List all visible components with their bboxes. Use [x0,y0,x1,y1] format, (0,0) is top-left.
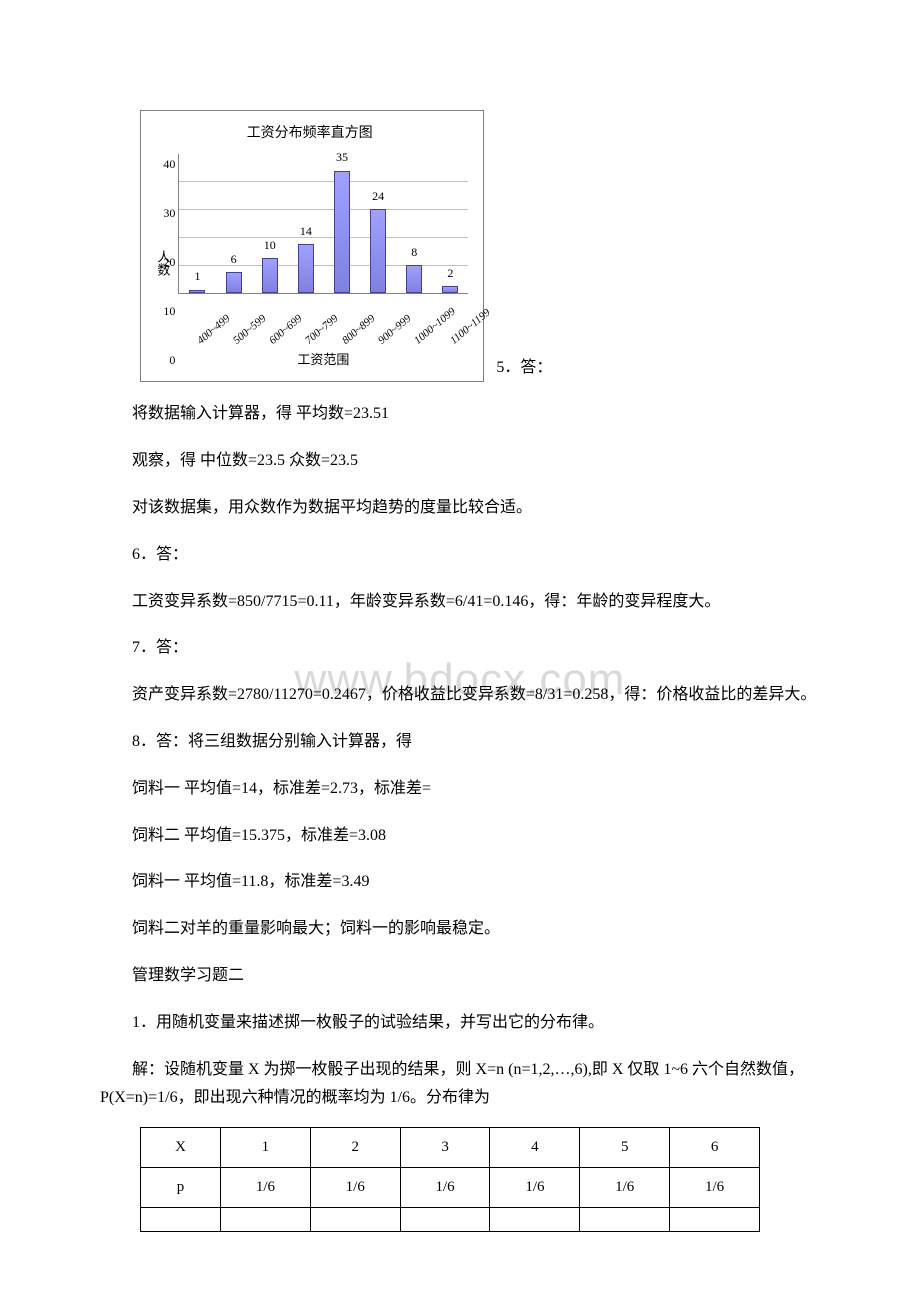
table-cell: 2 [310,1128,400,1168]
bar-group: 24 [363,186,393,294]
bar [406,265,422,293]
y-tick: 0 [153,350,175,372]
paragraph: 将数据输入计算器，得 平均数=23.51 [100,400,820,429]
paragraph: 饲料一 平均值=11.8，标准差=3.49 [100,868,820,897]
paragraph: 资产变异系数=2780/11270=0.2467，价格收益比变异系数=8/31=… [100,681,820,710]
table-cell [310,1208,400,1232]
table-cell [221,1208,311,1232]
answer-7-label: 7．答： [100,634,820,663]
table-cell [490,1208,580,1232]
bar-group: 2 [435,263,465,294]
page-content: 工资分布频率直方图 人数 0 10 20 30 40 161014352482 … [100,110,820,1232]
bar [262,258,278,293]
bar-value-label: 24 [372,186,384,208]
bar-group: 10 [255,235,285,294]
section-heading: 管理数学习题二 [100,962,820,991]
bar-value-label: 14 [300,221,312,243]
y-tick: 10 [153,301,175,323]
x-tick-label: 400~499 [193,316,229,350]
bar-value-label: 10 [264,235,276,257]
bar-value-label: 8 [411,242,417,264]
bar-value-label: 6 [231,249,237,271]
table-cell: 1/6 [310,1168,400,1208]
table-cell: X [141,1128,221,1168]
table-cell: 1/6 [490,1168,580,1208]
table-cell: 4 [490,1128,580,1168]
x-tick-label: 600~699 [265,316,301,350]
table-cell [580,1208,670,1232]
answer-6-label: 6．答： [100,541,820,570]
bar [226,272,242,293]
x-tick-label: 1000~1099 [410,316,446,350]
paragraph: 饲料二 平均值=15.375，标准差=3.08 [100,822,820,851]
table-row [141,1208,760,1232]
paragraph: 观察，得 中位数=23.5 众数=23.5 [100,447,820,476]
table-cell [141,1208,221,1232]
table-cell: p [141,1168,221,1208]
paragraph: 饲料二对羊的重量影响最大；饲料一的影响最稳定。 [100,915,820,944]
solution-1: 解：设随机变量 X 为掷一枚骰子出现的结果，则 X=n (n=1,2,…,6),… [100,1056,820,1114]
paragraph: 饲料一 平均值=14，标准差=2.73，标准差= [100,775,820,804]
table-cell: 1 [221,1128,311,1168]
bar [442,286,458,293]
table-cell: 3 [400,1128,490,1168]
x-tick-label: 700~799 [301,316,337,350]
y-tick: 40 [153,154,175,176]
bar [189,290,205,294]
y-axis-ticks: 0 10 20 30 40 [153,154,175,371]
table-cell: 6 [670,1128,760,1168]
x-axis-label: 工资范围 [178,348,468,371]
bar-group: 8 [399,242,429,294]
bar-group: 6 [219,249,249,294]
x-tick-label: 800~899 [338,316,374,350]
answer-5-label: 5．答： [496,359,552,376]
x-tick-label: 900~999 [374,316,410,350]
bar [298,244,314,293]
plot-area: 161014352482 [178,154,468,294]
table-cell: 1/6 [580,1168,670,1208]
table-cell: 5 [580,1128,670,1168]
salary-histogram: 工资分布频率直方图 人数 0 10 20 30 40 161014352482 … [140,110,484,382]
table-cell: 1/6 [670,1168,760,1208]
bar-group: 1 [182,266,212,293]
bar-group: 14 [291,221,321,294]
chart-row: 工资分布频率直方图 人数 0 10 20 30 40 161014352482 … [100,110,820,382]
bar [370,209,386,293]
bar-value-label: 1 [194,266,200,288]
x-tick-label: 1100~1199 [446,316,482,350]
table-cell: 1/6 [221,1168,311,1208]
question-1: 1．用随机变量来描述掷一枚骰子的试验结果，并写出它的分布律。 [100,1009,820,1038]
bar-value-label: 2 [447,263,453,285]
answer-8-label: 8．答：将三组数据分别输入计算器，得 [100,728,820,757]
table-cell [400,1208,490,1232]
paragraph: 工资变异系数=850/7715=0.11，年龄变异系数=6/41=0.146，得… [100,588,820,617]
distribution-table: X 1 2 3 4 5 6 p 1/6 1/6 1/6 1/6 1/6 1/6 [140,1127,760,1232]
bar-value-label: 35 [336,147,348,169]
table-row: p 1/6 1/6 1/6 1/6 1/6 1/6 [141,1168,760,1208]
table-cell [670,1208,760,1232]
chart-title: 工资分布频率直方图 [151,121,468,146]
x-tick-label: 500~599 [229,316,265,350]
y-tick: 20 [153,252,175,274]
bar-group: 35 [327,147,357,293]
paragraph: 对该数据集，用众数作为数据平均趋势的度量比较合适。 [100,494,820,523]
table-cell: 1/6 [400,1168,490,1208]
bar [334,171,350,294]
y-tick: 30 [153,203,175,225]
x-axis-ticks: 400~499500~599600~699700~799800~899900~9… [178,298,468,318]
table-row: X 1 2 3 4 5 6 [141,1128,760,1168]
